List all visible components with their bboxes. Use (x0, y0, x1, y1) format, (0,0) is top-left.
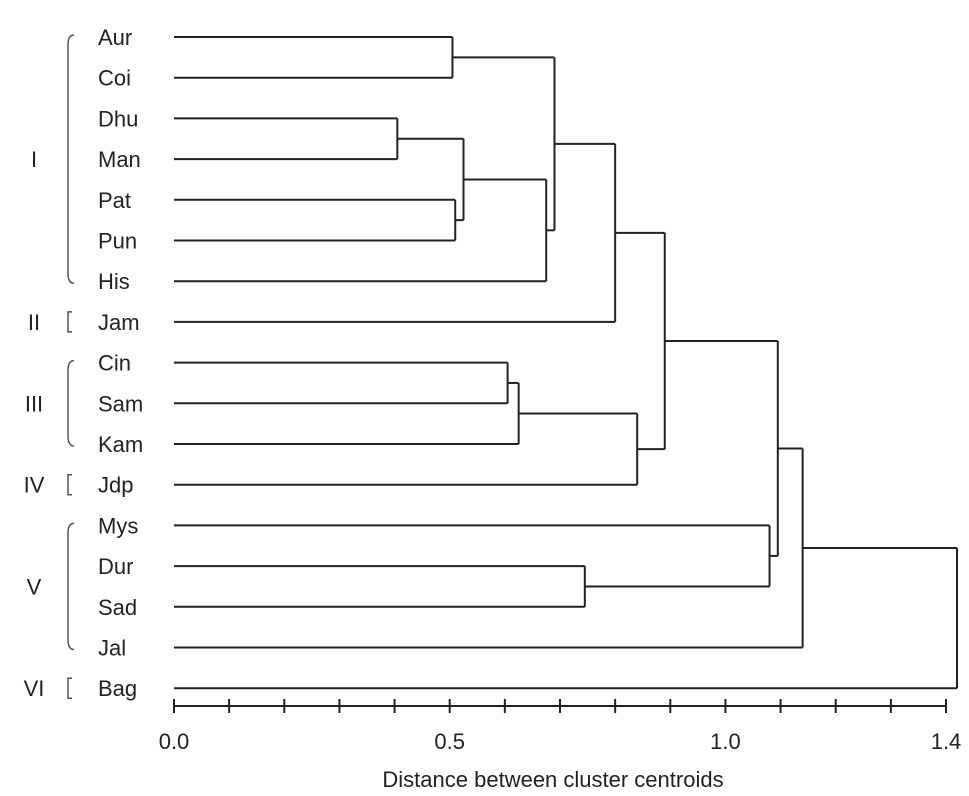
leaf-label: Kam (98, 432, 143, 457)
leaf-label: Bag (98, 676, 137, 701)
leaf-label: Sad (98, 595, 137, 620)
group-bracket (67, 677, 72, 699)
leaf-label: His (98, 269, 130, 294)
leaf-label: Cin (98, 351, 131, 376)
leaf-label: Dhu (98, 106, 138, 131)
x-tick-label: 0.5 (434, 729, 465, 754)
group-label: II (28, 310, 40, 335)
group-bracket (67, 34, 75, 284)
leaf-labels: Aur Coi Dhu Man Pat Pun His Jam Cin Sam Kam Jdp Mys D… (98, 25, 143, 701)
group-label: IV (24, 473, 45, 498)
leaf-label: Jdp (98, 473, 133, 498)
leaf-label: Dur (98, 554, 133, 579)
group-label: III (25, 391, 43, 416)
dendrogram-links (174, 36, 959, 690)
group-bracket (67, 473, 72, 496)
x-tick-label: 1.0 (710, 729, 741, 754)
leaf-label: Sam (98, 391, 143, 416)
x-axis-title: Distance between cluster centroids (382, 767, 723, 792)
group-label: I (31, 147, 37, 172)
group-label: V (27, 574, 42, 599)
leaf-label: Pun (98, 229, 137, 254)
x-tick-label: 0.0 (159, 729, 190, 754)
leaf-label: Mys (98, 513, 138, 538)
leaf-label: Pat (98, 188, 131, 213)
group-bracket (67, 522, 75, 651)
leaf-label: Man (98, 147, 141, 172)
leaf-label: Jam (98, 310, 140, 335)
leaf-label: Jal (98, 636, 126, 661)
x-axis: 0.0 0.5 1.0 1.4 (159, 699, 962, 754)
group-bracket (67, 359, 75, 447)
group-bracket (67, 311, 72, 333)
x-tick-label: 1.4 (931, 729, 962, 754)
leaf-label: Coi (98, 66, 131, 91)
leaf-label: Aur (98, 25, 132, 50)
group-label: VI (24, 676, 45, 701)
